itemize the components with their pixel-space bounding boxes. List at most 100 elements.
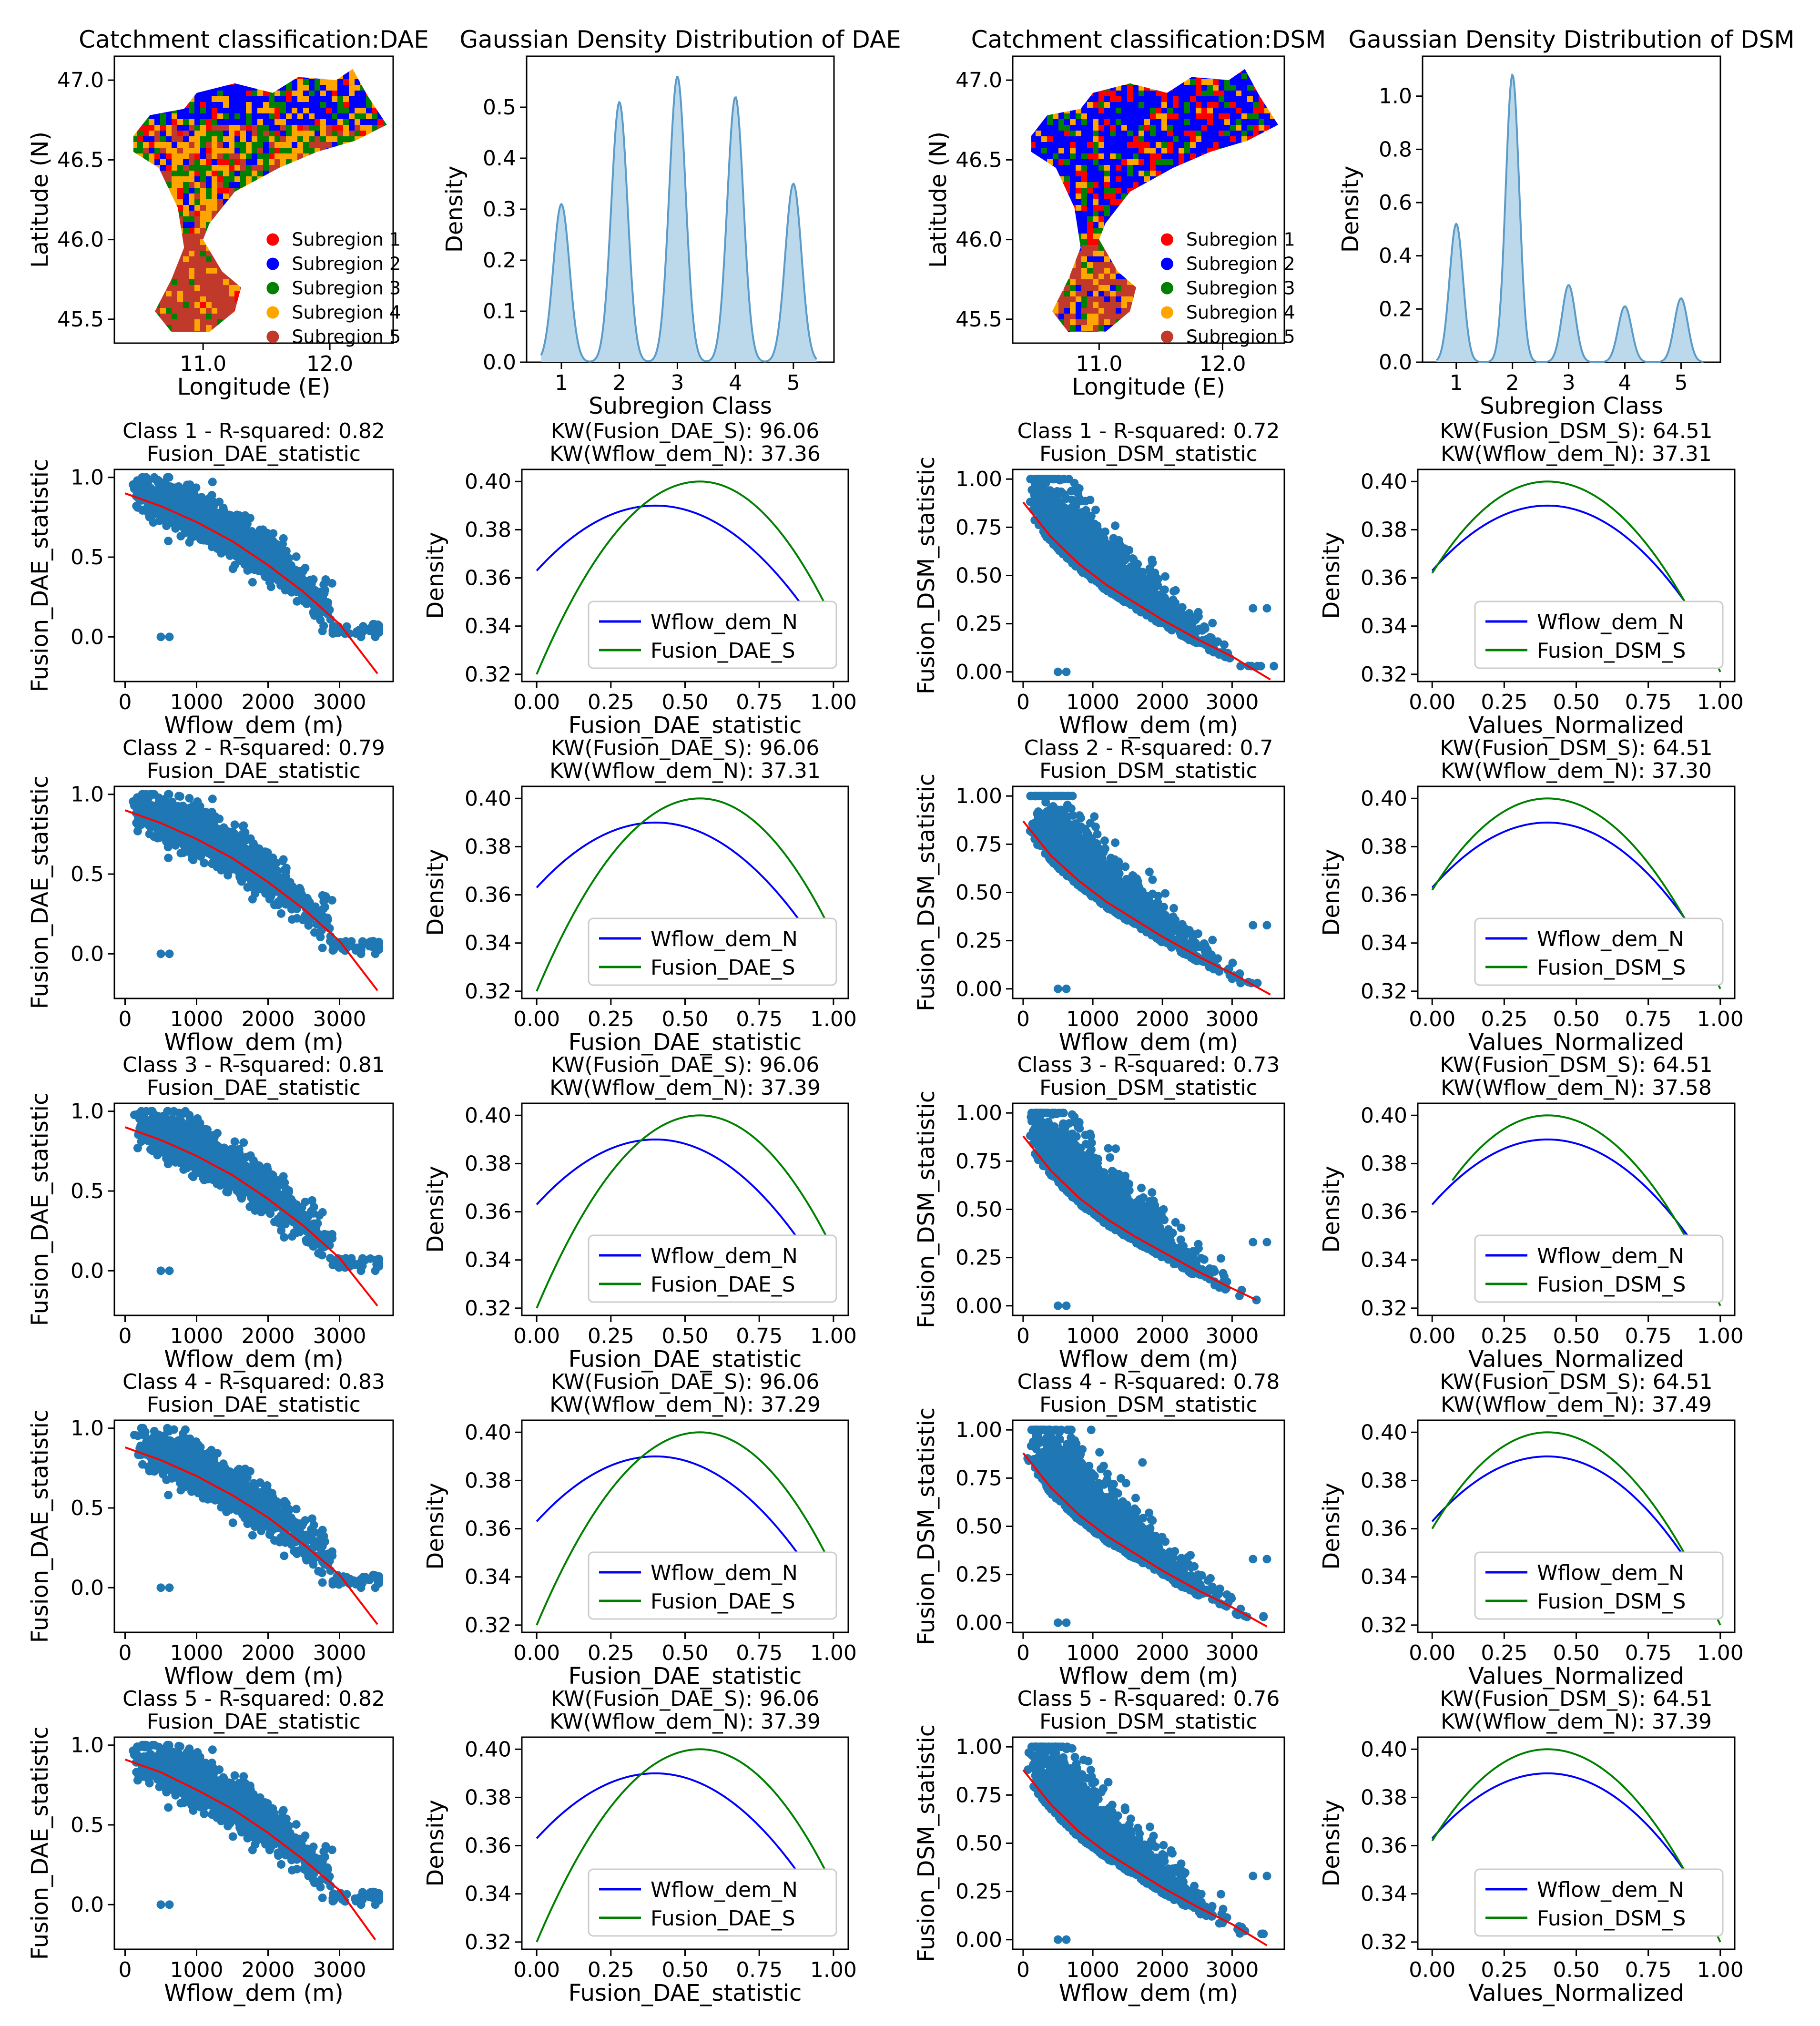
map-cell: [160, 69, 166, 73]
map-cell: [1081, 188, 1087, 193]
map-cell: [1139, 159, 1144, 165]
map-cell: [217, 308, 223, 314]
map-cell: [263, 69, 269, 73]
map-cell: [309, 136, 315, 142]
map-cell: [126, 325, 132, 331]
map-cell: [1236, 91, 1241, 96]
map-cell: [177, 228, 183, 234]
map-cell: [240, 113, 246, 119]
map-cell: [1064, 102, 1070, 108]
map-cell: [1144, 136, 1150, 142]
map-cell: [383, 159, 387, 165]
map-cell: [1156, 193, 1161, 199]
map-cell: [286, 314, 292, 319]
map-cell: [1076, 142, 1081, 148]
map-cell: [1161, 216, 1167, 222]
map-cell: [172, 108, 177, 113]
map-cell: [160, 148, 166, 153]
map-cell: [229, 165, 234, 171]
map-cell: [1121, 165, 1127, 171]
map-cell: [1018, 125, 1024, 131]
map-cell: [1213, 171, 1219, 176]
map-cell: [1276, 176, 1279, 182]
map-cell: [194, 274, 200, 279]
map-cell: [1156, 188, 1161, 193]
map-cell: [1093, 205, 1098, 211]
map-cell: [1036, 222, 1041, 228]
map-cell: [1047, 308, 1053, 314]
map-cell: [1081, 73, 1087, 79]
map-cell: [1139, 69, 1144, 73]
map-cell: [160, 262, 166, 268]
map-cell: [1236, 193, 1241, 199]
map-cell: [366, 91, 372, 96]
map-cell: [189, 199, 194, 205]
map-cell: [1116, 113, 1121, 119]
map-cell: [1036, 56, 1041, 62]
map-cell: [332, 69, 337, 73]
map-cell: [160, 205, 166, 211]
map-cell: [200, 199, 206, 205]
map-cell: [1104, 165, 1110, 171]
map-cell: [1219, 136, 1224, 142]
map-cell: [149, 262, 154, 268]
map-cell: [309, 125, 315, 131]
map-cell: [1070, 228, 1076, 234]
map-cell: [1064, 234, 1070, 239]
map-cell: [160, 113, 166, 119]
map-cell: [183, 91, 189, 96]
map-cell: [1190, 199, 1196, 205]
map-cell: [1110, 228, 1116, 234]
map-cell: [1093, 148, 1098, 153]
map-cell: [1167, 69, 1173, 73]
map-cell: [1041, 296, 1047, 302]
map-cell: [1139, 62, 1144, 68]
map-cell: [223, 234, 229, 239]
map-cell: [360, 136, 366, 142]
map-cell: [1184, 148, 1190, 153]
map-cell: [246, 171, 252, 176]
map-cell: [1053, 325, 1058, 331]
map-cell: [120, 136, 126, 142]
map-cell: [1024, 62, 1030, 68]
map-cell: [120, 142, 126, 148]
map-cell: [1070, 268, 1076, 274]
map-cell: [1173, 91, 1179, 96]
map-cell: [154, 205, 160, 211]
map-cell: [206, 228, 212, 234]
map-cell: [337, 96, 343, 102]
map-cell: [280, 336, 286, 342]
map-cell: [1276, 62, 1281, 68]
map-cell: [1133, 302, 1139, 308]
map-cell: [309, 171, 315, 176]
map-cell: [1081, 222, 1087, 228]
map-cell: [1098, 159, 1104, 165]
map-cell: [1127, 165, 1133, 171]
map-cell: [240, 314, 246, 319]
map-cell: [114, 245, 120, 251]
map-cell: [1253, 125, 1259, 131]
map-cell: [1024, 314, 1030, 319]
map-cell: [1013, 193, 1018, 199]
map-cell: [1201, 188, 1207, 193]
map-cell: [280, 85, 286, 91]
map-cell: [1241, 119, 1247, 125]
map-cell: [1110, 159, 1116, 165]
map-cell: [1144, 205, 1150, 211]
map-cell: [269, 222, 275, 228]
map-cell: [1150, 274, 1156, 279]
map-cell: [240, 296, 246, 302]
map-cell: [1179, 96, 1184, 102]
map-cell: [126, 153, 132, 159]
map-cell: [343, 171, 349, 176]
map-cell: [1127, 69, 1133, 73]
map-cell: [1064, 56, 1070, 62]
map-cell: [1150, 211, 1156, 216]
map-cell: [257, 285, 263, 291]
map-cell: [1156, 102, 1161, 108]
map-cell: [1013, 336, 1018, 342]
map-cell: [1018, 268, 1024, 274]
map-cell: [1247, 136, 1253, 142]
map-cell: [1116, 108, 1121, 113]
map-cell: [149, 69, 154, 73]
